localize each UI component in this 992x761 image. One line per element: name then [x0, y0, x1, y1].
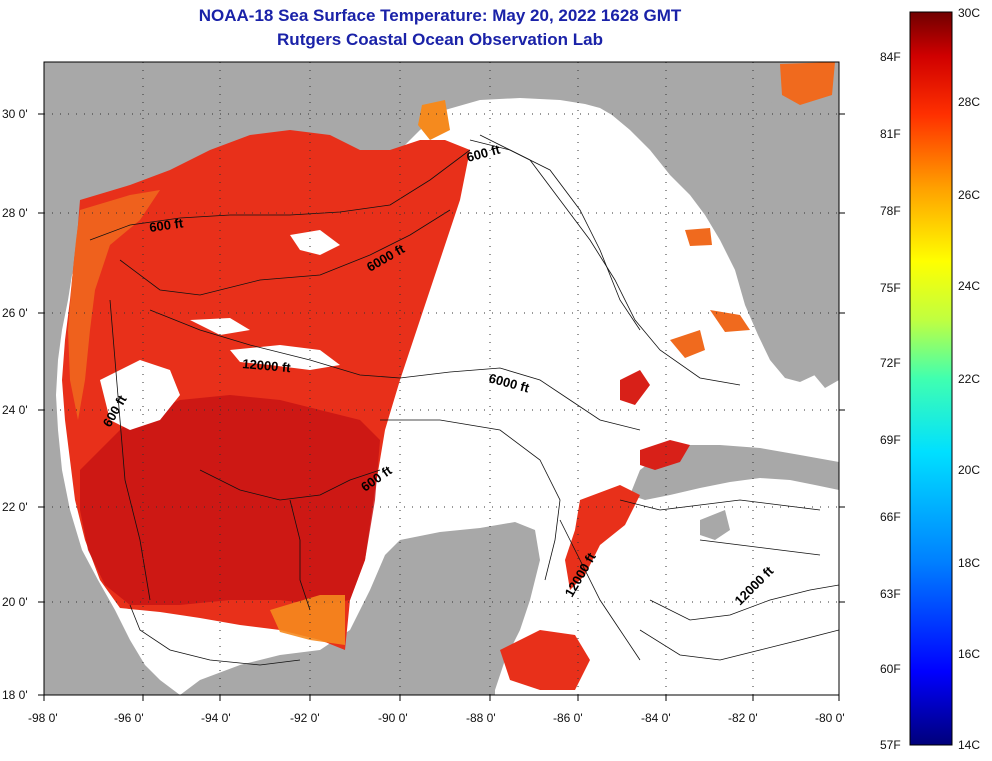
bathymetry-contours	[89, 134, 839, 666]
sst-patch	[780, 62, 835, 105]
colorbar-label-c: 16C	[958, 647, 980, 661]
map-title: NOAA-18 Sea Surface Temperature: May 20,…	[198, 6, 682, 25]
sst-patch	[670, 330, 705, 358]
latitude-label: 28 0'	[2, 206, 28, 220]
colorbar-label-c: 22C	[958, 372, 980, 386]
sst-coastal-band	[68, 190, 160, 420]
latitude-label: 26 0'	[2, 306, 28, 320]
land-yucatan	[180, 522, 540, 695]
sst-patch	[710, 310, 750, 332]
colorbar-label-f: 66F	[880, 510, 901, 524]
colorbar-label-f: 84F	[880, 50, 901, 64]
sst-patch	[685, 228, 712, 246]
land-cuba	[630, 445, 839, 500]
land-central-america	[700, 510, 730, 540]
colorbar-label-f: 57F	[880, 738, 901, 752]
colorbar-fahrenheit-labels: 84F 81F 78F 75F 72F 69F 66F 63F 60F 57F	[880, 50, 901, 752]
colorbar-label-f: 75F	[880, 281, 901, 295]
colorbar-label-c: 24C	[958, 279, 980, 293]
colorbar-label-f: 63F	[880, 587, 901, 601]
colorbar	[909, 11, 953, 746]
contour-label: 12000 ft	[242, 356, 292, 375]
longitude-label: -98 0'	[28, 711, 58, 725]
sst-swath-warm-core	[80, 395, 380, 605]
longitude-label: -92 0'	[290, 711, 320, 725]
colorbar-celsius-labels: 30C 28C 26C 24C 22C 20C 18C 16C 14C	[958, 6, 980, 752]
colorbar-label-f: 78F	[880, 204, 901, 218]
latitude-label: 20 0'	[2, 595, 28, 609]
land-florida	[760, 62, 839, 388]
longitude-label: -90 0'	[378, 711, 408, 725]
map-frame	[43, 61, 840, 696]
longitude-label: -88 0'	[466, 711, 496, 725]
longitude-label: -96 0'	[114, 711, 144, 725]
colorbar-label-c: 26C	[958, 188, 980, 202]
land-usa	[44, 62, 839, 695]
colorbar-label-c: 28C	[958, 95, 980, 109]
sst-cool-patch	[270, 595, 345, 645]
cloud-gap	[290, 230, 340, 255]
latitude-label: 24 0'	[2, 403, 28, 417]
colorbar-label-f: 60F	[880, 662, 901, 676]
sst-patch	[500, 630, 590, 690]
longitude-label: -84 0'	[641, 711, 671, 725]
longitude-label: -86 0'	[553, 711, 583, 725]
cloud-gap	[230, 345, 340, 370]
cloud-gap	[100, 360, 180, 430]
contour-label: 600 ft	[148, 215, 184, 235]
map-subtitle: Rutgers Coastal Ocean Observation Lab	[277, 30, 603, 49]
colorbar-label-c: 20C	[958, 463, 980, 477]
colorbar-label-c: 14C	[958, 738, 980, 752]
sst-patch	[565, 485, 640, 590]
sst-patch	[620, 370, 650, 405]
latitude-label: 30 0'	[2, 107, 28, 121]
axis-tick-marks	[38, 113, 845, 701]
longitude-labels: -98 0' -96 0' -94 0' -92 0' -90 0' -88 0…	[28, 711, 845, 725]
colorbar-label-c: 18C	[958, 556, 980, 570]
colorbar-label-f: 81F	[880, 127, 901, 141]
latitude-label: 22 0'	[2, 500, 28, 514]
longitude-label: -94 0'	[201, 711, 231, 725]
longitude-label: -80 0'	[815, 711, 845, 725]
sst-patch	[640, 440, 690, 470]
colorbar-label-f: 72F	[880, 356, 901, 370]
colorbar-label-c: 30C	[958, 6, 980, 20]
latitude-labels: 30 0' 28 0' 26 0' 24 0' 22 0' 20 0' 18 0…	[2, 107, 28, 702]
colorbar-label-f: 69F	[880, 433, 901, 447]
longitude-label: -82 0'	[728, 711, 758, 725]
latitude-label: 18 0'	[2, 688, 28, 702]
sst-patch	[418, 100, 450, 140]
